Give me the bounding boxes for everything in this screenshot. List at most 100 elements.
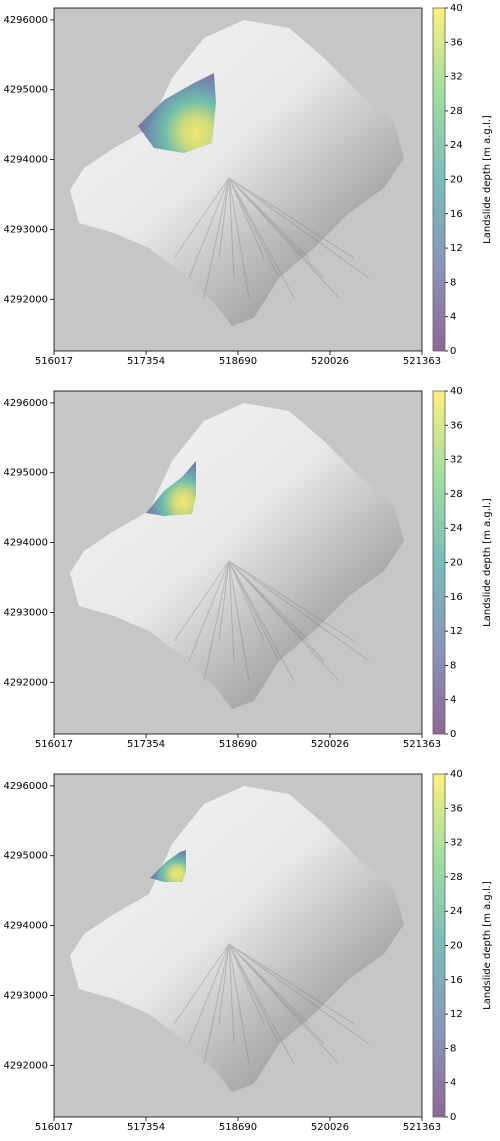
ridge [228, 560, 340, 682]
ridge [228, 177, 340, 299]
ridge [188, 177, 230, 279]
y-tick-label: 4292000 [3, 677, 48, 688]
ridge [228, 560, 295, 682]
terrain-ridges [173, 177, 370, 299]
ridge [218, 177, 230, 259]
ridge [228, 560, 280, 662]
colorbar-tick-label: 32 [450, 455, 463, 466]
x-tick-label: 518690 [219, 1122, 257, 1133]
ridge [228, 943, 280, 1045]
colorbar-tick-label: 40 [450, 386, 463, 397]
x-tick-label: 520026 [311, 1122, 349, 1133]
colorbar-tick-label: 12 [450, 1009, 463, 1020]
ridge [203, 560, 230, 682]
colorbar [432, 7, 446, 352]
ridge [228, 943, 295, 1065]
ridge [228, 177, 310, 259]
y-tick-label: 4296000 [3, 15, 48, 26]
ridge [228, 943, 235, 1045]
colorbar-tick-label: 36 [450, 420, 463, 431]
ridge [218, 560, 230, 642]
ridge [228, 177, 325, 279]
y-tick-label: 4292000 [3, 1060, 48, 1071]
x-tick-label: 520026 [311, 739, 349, 750]
ridge [228, 177, 280, 279]
colorbar-tick-label: 4 [450, 695, 456, 706]
x-tick-label: 520026 [311, 356, 349, 367]
ridge [173, 560, 230, 642]
ridge [228, 943, 310, 1025]
colorbar-label: Landslide depth [m a.g.l.] [482, 498, 493, 627]
ridge [228, 560, 235, 662]
ridge [228, 560, 250, 682]
y-tick-label: 4293000 [3, 990, 48, 1001]
colorbar-tick-label: 4 [450, 312, 456, 323]
x-tick-label: 518690 [219, 739, 257, 750]
y-tick-label: 4295000 [3, 468, 48, 479]
ridge [228, 177, 250, 299]
ridge [228, 177, 370, 279]
ridge [228, 943, 265, 1025]
y-tick-label: 4293000 [3, 224, 48, 235]
colorbar-tick-label: 12 [450, 243, 463, 254]
ridge [228, 560, 265, 642]
colorbar-tick-label: 16 [450, 209, 463, 220]
x-tick-label: 521363 [403, 739, 441, 750]
colorbar-tick-label: 32 [450, 72, 463, 83]
landslide-depth [138, 73, 216, 153]
colorbar-tick-label: 20 [450, 941, 463, 952]
ridge [173, 943, 230, 1025]
landslide-depth [150, 850, 186, 882]
y-tick-label: 4296000 [3, 781, 48, 792]
island-terrain [70, 403, 404, 709]
colorbar-tick-label: 24 [450, 140, 463, 151]
colorbar-label: Landslide depth [m a.g.l.] [482, 115, 493, 244]
ridge [228, 177, 235, 279]
ridge [188, 560, 230, 662]
colorbar-tick-label: 20 [450, 558, 463, 569]
ridge [228, 943, 370, 1045]
colorbar [432, 773, 446, 1118]
colorbar-tick-label: 8 [450, 1043, 456, 1054]
colorbar-tick-label: 24 [450, 523, 463, 534]
ridge [228, 560, 370, 662]
colorbar-tick-label: 12 [450, 626, 463, 637]
y-tick-label: 4294000 [3, 538, 48, 549]
x-tick-label: 521363 [403, 356, 441, 367]
island-terrain [70, 786, 404, 1092]
colorbar-tick-label: 32 [450, 838, 463, 849]
x-tick-label: 516017 [35, 739, 73, 750]
x-tick-label: 518690 [219, 356, 257, 367]
y-tick-label: 4294000 [3, 155, 48, 166]
colorbar-tick-label: 8 [450, 277, 456, 288]
colorbar-tick-label: 16 [450, 592, 463, 603]
ridge [173, 177, 230, 259]
colorbar-tick-label: 40 [450, 769, 463, 780]
island-terrain [70, 20, 404, 326]
ridge [203, 177, 230, 299]
x-tick-label: 521363 [403, 1122, 441, 1133]
ridge [228, 177, 265, 259]
colorbar-tick-label: 0 [450, 1112, 456, 1123]
colorbar-tick-label: 4 [450, 1078, 456, 1089]
ridge [203, 943, 230, 1065]
ridge [228, 560, 310, 642]
colorbar-tick-label: 0 [450, 729, 456, 740]
x-tick-label: 516017 [35, 356, 73, 367]
y-tick-label: 4295000 [3, 851, 48, 862]
y-tick-label: 4293000 [3, 607, 48, 618]
ridge [218, 943, 230, 1025]
ridge [228, 560, 355, 642]
terrain-ridges [173, 560, 370, 682]
colorbar-tick-label: 0 [450, 346, 456, 357]
x-tick-label: 517354 [127, 1122, 165, 1133]
ridge [228, 560, 325, 662]
ridge [228, 943, 355, 1025]
colorbar-tick-label: 20 [450, 175, 463, 186]
colorbar-tick-label: 28 [450, 106, 463, 117]
colorbar [432, 390, 446, 735]
terrain-ridges [173, 943, 370, 1065]
ridge [188, 943, 230, 1045]
colorbar-label: Landslide depth [m a.g.l.] [482, 881, 493, 1010]
